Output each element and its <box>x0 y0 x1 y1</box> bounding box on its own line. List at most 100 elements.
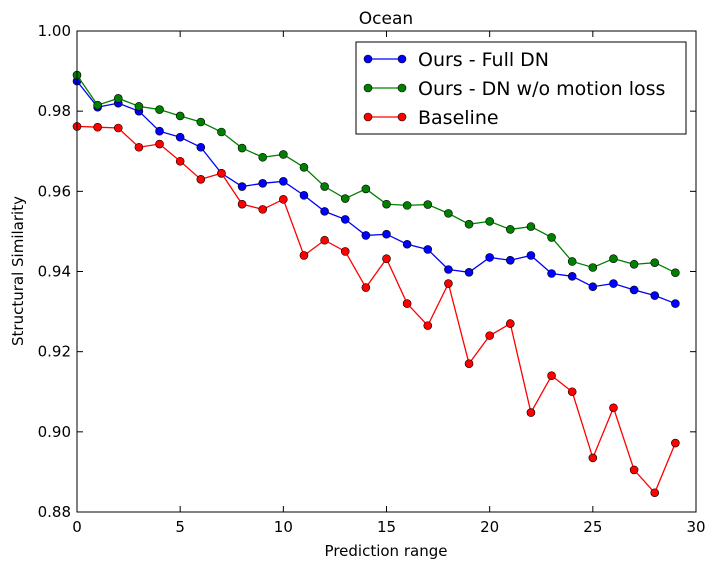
legend-label: Ours - DN w/o motion loss <box>418 78 665 100</box>
legend-marker <box>397 112 407 122</box>
data-point-ours-dn-w-o-motion-loss <box>402 201 412 210</box>
data-point-ours-dn-w-o-motion-loss <box>588 263 598 272</box>
data-point-ours-dn-w-o-motion-loss <box>175 111 185 121</box>
data-point-baseline <box>237 199 247 209</box>
data-point-baseline <box>629 465 639 475</box>
y-axis-ticks: 0.88 0.90 0.92 0.94 0.96 0.98 1.00 <box>38 22 696 521</box>
data-point-ours-full-dn <box>340 215 350 224</box>
legend-marker <box>363 83 373 93</box>
x-tick-label: 15 <box>377 518 396 536</box>
data-point-ours-dn-w-o-motion-loss <box>464 219 474 229</box>
legend-box <box>355 41 687 135</box>
data-point-ours-dn-w-o-motion-loss <box>382 199 391 209</box>
data-point-baseline <box>134 142 144 152</box>
data-point-ours-full-dn <box>320 207 329 216</box>
data-point-ours-full-dn <box>650 291 660 300</box>
data-point-ours-dn-w-o-motion-loss <box>609 254 618 263</box>
legend-item: Ours - Full DN <box>363 49 549 71</box>
x-tick-label: 0 <box>72 518 82 536</box>
data-point-ours-full-dn <box>485 253 494 262</box>
data-point-baseline <box>485 331 494 340</box>
data-point-ours-full-dn <box>258 179 268 188</box>
data-point-ours-full-dn <box>196 142 206 152</box>
legend-marker <box>363 54 373 64</box>
data-point-ours-full-dn <box>237 182 247 191</box>
data-point-baseline <box>444 279 453 288</box>
y-tick-label: 0.98 <box>38 102 71 120</box>
data-point-baseline <box>113 123 123 133</box>
data-point-ours-dn-w-o-motion-loss <box>650 258 660 267</box>
plot-content <box>72 70 680 498</box>
data-point-ours-dn-w-o-motion-loss <box>526 222 536 231</box>
y-tick-label: 1.00 <box>38 22 71 40</box>
data-point-ours-dn-w-o-motion-loss <box>567 257 577 266</box>
data-point-baseline <box>402 299 412 308</box>
data-point-ours-full-dn <box>402 239 412 249</box>
y-tick-label: 0.94 <box>38 263 71 281</box>
legend: Ours - Full DN Ours - DN w/o motion loss B… <box>355 41 687 135</box>
y-tick-label: 0.90 <box>38 423 71 441</box>
data-point-ours-dn-w-o-motion-loss <box>155 105 164 114</box>
data-point-ours-full-dn <box>444 265 453 274</box>
data-point-ours-full-dn <box>175 132 185 142</box>
data-point-ours-dn-w-o-motion-loss <box>279 150 288 159</box>
data-point-ours-dn-w-o-motion-loss <box>547 233 556 242</box>
data-point-ours-dn-w-o-motion-loss <box>237 143 247 153</box>
y-axis-label: Structural Similarity <box>9 196 27 346</box>
data-point-baseline <box>382 254 391 263</box>
x-tick-label: 25 <box>583 518 602 536</box>
data-point-ours-full-dn <box>382 229 391 239</box>
data-point-baseline <box>650 488 660 498</box>
x-tick-label: 10 <box>274 518 293 536</box>
data-point-baseline <box>279 195 288 204</box>
data-point-ours-full-dn <box>361 231 371 240</box>
data-point-ours-full-dn <box>629 285 639 295</box>
data-point-ours-dn-w-o-motion-loss <box>320 182 329 191</box>
data-point-baseline <box>361 283 371 292</box>
y-tick-label: 0.96 <box>38 182 71 200</box>
data-point-ours-full-dn <box>464 268 474 277</box>
x-tick-label: 5 <box>175 518 185 536</box>
data-point-baseline <box>423 321 433 330</box>
series-ours-dn-w-o-motion-loss <box>72 70 680 278</box>
data-point-ours-full-dn <box>505 255 515 265</box>
data-point-ours-full-dn <box>155 126 164 136</box>
data-point-ours-dn-w-o-motion-loss <box>423 200 433 209</box>
data-point-ours-full-dn <box>299 191 309 200</box>
data-point-baseline <box>526 408 536 417</box>
data-point-ours-full-dn <box>567 272 577 281</box>
data-point-baseline <box>671 438 680 448</box>
series-baseline <box>72 122 680 498</box>
data-point-ours-dn-w-o-motion-loss <box>93 100 102 110</box>
data-point-baseline <box>299 251 309 260</box>
data-point-baseline <box>155 139 164 149</box>
data-point-ours-dn-w-o-motion-loss <box>485 217 494 226</box>
data-point-ours-dn-w-o-motion-loss <box>134 102 144 111</box>
y-tick-label: 0.88 <box>38 503 71 521</box>
legend-label: Ours - Full DN <box>418 49 549 71</box>
data-point-ours-full-dn <box>526 251 536 260</box>
data-point-ours-full-dn <box>279 177 288 186</box>
legend-item: Ours - DN w/o motion loss <box>363 78 665 100</box>
legend-marker <box>363 112 373 122</box>
data-point-baseline <box>547 371 556 381</box>
data-point-ours-full-dn <box>547 269 556 278</box>
data-point-ours-dn-w-o-motion-loss <box>196 117 206 127</box>
data-point-baseline <box>217 168 226 178</box>
data-point-baseline <box>320 235 329 245</box>
data-point-baseline <box>196 175 206 184</box>
data-point-ours-full-dn <box>588 282 598 292</box>
legend-label: Baseline <box>418 107 499 129</box>
data-point-ours-dn-w-o-motion-loss <box>629 259 639 269</box>
data-point-ours-full-dn <box>609 279 618 288</box>
data-point-ours-dn-w-o-motion-loss <box>505 225 515 234</box>
data-point-ours-dn-w-o-motion-loss <box>444 209 453 218</box>
series-line-baseline <box>76 125 676 494</box>
chart-title: Ocean <box>359 9 413 29</box>
data-point-ours-dn-w-o-motion-loss <box>258 152 268 162</box>
data-point-baseline <box>505 319 515 328</box>
legend-marker <box>397 54 407 64</box>
data-point-baseline <box>464 359 474 368</box>
